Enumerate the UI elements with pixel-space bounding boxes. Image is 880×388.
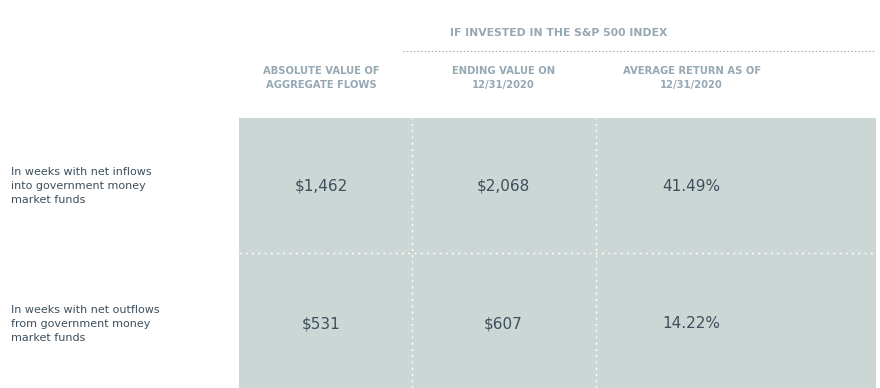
Text: AVERAGE RETURN AS OF
12/31/2020: AVERAGE RETURN AS OF 12/31/2020 [623, 66, 760, 90]
Text: 14.22%: 14.22% [663, 317, 721, 331]
Text: $607: $607 [484, 317, 523, 331]
Text: ENDING VALUE ON
12/31/2020: ENDING VALUE ON 12/31/2020 [451, 66, 555, 90]
Text: IF INVESTED IN THE S&P 500 INDEX: IF INVESTED IN THE S&P 500 INDEX [450, 28, 668, 38]
Text: $2,068: $2,068 [477, 179, 530, 194]
Text: ABSOLUTE VALUE OF
AGGREGATE FLOWS: ABSOLUTE VALUE OF AGGREGATE FLOWS [263, 66, 379, 90]
Text: 41.49%: 41.49% [663, 179, 721, 194]
Text: In weeks with net outflows
from government money
market funds: In weeks with net outflows from governme… [11, 305, 160, 343]
FancyBboxPatch shape [239, 118, 876, 388]
Text: In weeks with net inflows
into government money
market funds: In weeks with net inflows into governmen… [11, 167, 152, 205]
Text: $531: $531 [302, 317, 341, 331]
Text: $1,462: $1,462 [295, 179, 348, 194]
